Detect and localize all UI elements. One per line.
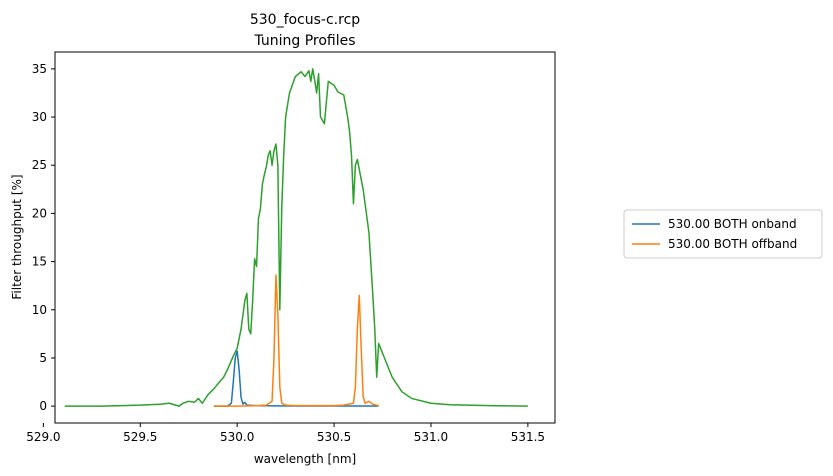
series-line-2 [64,68,528,407]
legend: 530.00 BOTH onband 530.00 BOTH offband [623,209,823,259]
x-tick-label: 531.0 [414,430,448,444]
x-tick-label: 529.0 [26,430,60,444]
plot-frame [54,51,556,424]
y-tick-label: 0 [39,399,47,413]
y-tick-label: 30 [32,110,47,124]
y-tick-label: 35 [32,62,47,76]
x-tick-label: 529.5 [123,430,157,444]
chart-subtitle: Tuning Profiles [253,33,355,49]
y-tick-label: 20 [32,206,47,220]
x-tick-label: 530.5 [317,430,351,444]
chart-title: 530_focus-c.rcp [250,12,360,28]
x-axis: 529.0 529.5 530.0 530.5 531.0 531.5 [26,423,545,444]
y-axis-label: Filter throughput [%] [10,174,24,299]
y-tick-label: 25 [32,158,47,172]
legend-label-0: 530.00 BOTH onband [668,217,797,231]
y-axis: 0 5 10 15 20 25 30 35 [32,62,55,413]
x-tick-label: 530.0 [220,430,254,444]
x-axis-label: wavelength [nm] [254,452,356,466]
x-tick-label: 531.5 [511,430,545,444]
series-line-1 [213,274,379,407]
legend-label-1: 530.00 BOTH offband [668,237,797,251]
y-tick-label: 15 [32,255,47,269]
y-tick-label: 10 [32,303,47,317]
y-tick-label: 5 [39,351,47,365]
series-layer [64,68,528,407]
legend-frame [623,209,823,259]
